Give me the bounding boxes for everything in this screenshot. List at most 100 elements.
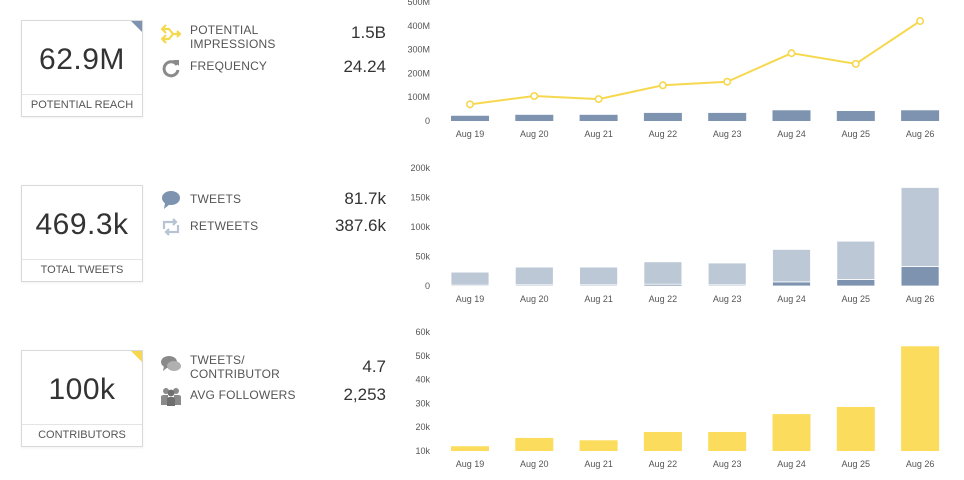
bar [515, 114, 554, 121]
refresh-icon [162, 60, 180, 78]
x-tick-label: Aug 19 [456, 129, 485, 139]
y-tick-label: 200M [407, 68, 430, 78]
metric-label: TWEETS [190, 192, 242, 206]
tweets-chart: 0 50k 100k 150k 200k Aug 19 Aug 20 Aug 21 Aug 22… [410, 163, 940, 304]
corner-flag-icon [131, 21, 142, 32]
x-tick-label: Aug 25 [842, 294, 871, 304]
reach-section: 62.9M POTENTIAL REACH POTENTIAL IMPRESSI… [0, 0, 964, 160]
speech-bubble-icon [162, 191, 180, 209]
x-tick-label: Aug 26 [906, 129, 935, 139]
bar [643, 261, 683, 285]
metric-value: 24.24 [343, 57, 386, 76]
y-tick-label: 150k [410, 193, 430, 203]
metric-label: RETWEETS [190, 219, 259, 233]
total-tweets-card[interactable]: 469.3k TOTAL TWEETS [21, 185, 143, 282]
y-tick-label: 40k [415, 375, 430, 385]
bar [900, 266, 940, 287]
y-tick-label: 50k [415, 351, 430, 361]
bar [901, 110, 940, 121]
x-tick-label: Aug 26 [906, 294, 935, 304]
data-point [594, 95, 603, 104]
contributors-value: 100k [48, 373, 116, 406]
contributors-card[interactable]: 100k CONTRIBUTORS [21, 350, 143, 447]
bar [643, 431, 682, 451]
y-tick-label: 100M [407, 92, 430, 102]
reach-chart: 0 100M 200M 300M 400M 500M Aug 19 Aug 20 Aug 21 A… [407, 0, 940, 139]
data-point [466, 100, 475, 109]
y-tick-label: 300M [407, 45, 430, 55]
bar [772, 281, 811, 287]
data-point [658, 81, 667, 90]
y-tick-label: 30k [415, 398, 430, 408]
bar [514, 266, 554, 286]
x-tick-label: Aug 20 [520, 294, 549, 304]
x-tick-label: Aug 23 [713, 294, 742, 304]
metric-value: 2,253 [343, 385, 386, 404]
x-tick-label: Aug 25 [842, 459, 871, 469]
x-tick-label: Aug 22 [649, 129, 678, 139]
x-tick-label: Aug 23 [713, 459, 742, 469]
bar [836, 111, 875, 121]
series-line [469, 20, 921, 106]
data-point [787, 49, 796, 58]
metric-avg-followers: AVG FOLLOWERS 2,253 [158, 385, 388, 415]
corner-flag-icon [131, 351, 142, 362]
bar [707, 262, 747, 286]
metric-tweets-per-contributor: TWEETS/ CONTRIBUTOR 4.7 [158, 353, 388, 383]
x-tick-label: Aug 20 [520, 459, 549, 469]
bar [900, 187, 940, 267]
bar [708, 431, 747, 451]
bar [579, 266, 619, 286]
x-tick-label: Aug 19 [456, 459, 485, 469]
metric-label: POTENTIAL IMPRESSIONS [190, 23, 276, 51]
chat-bubbles-icon [161, 356, 181, 371]
metric-label: FREQUENCY [190, 59, 268, 73]
metric-label: TWEETS/ CONTRIBUTOR [190, 353, 280, 381]
x-tick-label: Aug 25 [842, 129, 871, 139]
tweets-section: 469.3k TOTAL TWEETS TWEETS 81.7k RETWEET… [0, 160, 964, 320]
x-tick-label: Aug 20 [520, 129, 549, 139]
bar [901, 346, 940, 451]
data-point [530, 92, 539, 101]
bar [836, 406, 875, 451]
x-tick-label: Aug 24 [777, 459, 806, 469]
bar [772, 414, 811, 451]
bar [836, 279, 876, 287]
bar [450, 271, 490, 286]
y-tick-label: 0 [425, 116, 430, 126]
bar [836, 240, 876, 280]
y-tick-label: 10k [415, 446, 430, 456]
total-tweets-value: 469.3k [35, 208, 129, 241]
metric-potential-impressions: POTENTIAL IMPRESSIONS 1.5B [158, 23, 388, 53]
x-tick-label: Aug 24 [777, 129, 806, 139]
contributors-section: 100k CONTRIBUTORS TWEETS/ CONTRIBUTOR 4.… [0, 320, 964, 480]
retweet-icon [162, 218, 180, 236]
potential-reach-card[interactable]: 62.9M POTENTIAL REACH [21, 20, 143, 117]
bar [579, 114, 618, 121]
x-tick-label: Aug 22 [649, 294, 678, 304]
x-tick-label: Aug 21 [584, 459, 613, 469]
potential-reach-value: 62.9M [39, 43, 125, 76]
metric-frequency: FREQUENCY 24.24 [158, 57, 388, 87]
y-tick-label: 0 [425, 281, 430, 291]
metric-value: 1.5B [351, 23, 386, 42]
x-tick-label: Aug 26 [906, 459, 935, 469]
x-tick-label: Aug 23 [713, 129, 742, 139]
metric-tweets: TWEETS 81.7k [158, 189, 388, 219]
x-tick-label: Aug 24 [777, 294, 806, 304]
y-tick-label: 100k [410, 222, 430, 232]
x-tick-label: Aug 21 [584, 129, 613, 139]
y-tick-label: 20k [415, 422, 430, 432]
bar [643, 112, 682, 121]
x-tick-label: Aug 21 [584, 294, 613, 304]
x-tick-label: Aug 19 [456, 294, 485, 304]
y-tick-label: 200k [410, 163, 430, 173]
metric-label: AVG FOLLOWERS [190, 388, 296, 402]
y-tick-label: 400M [407, 21, 430, 31]
y-tick-label: 500M [407, 0, 430, 7]
bar [579, 440, 618, 451]
data-point [851, 59, 860, 68]
arrows-split-icon [160, 24, 182, 44]
metric-value: 4.7 [362, 357, 386, 376]
bar [772, 110, 811, 121]
